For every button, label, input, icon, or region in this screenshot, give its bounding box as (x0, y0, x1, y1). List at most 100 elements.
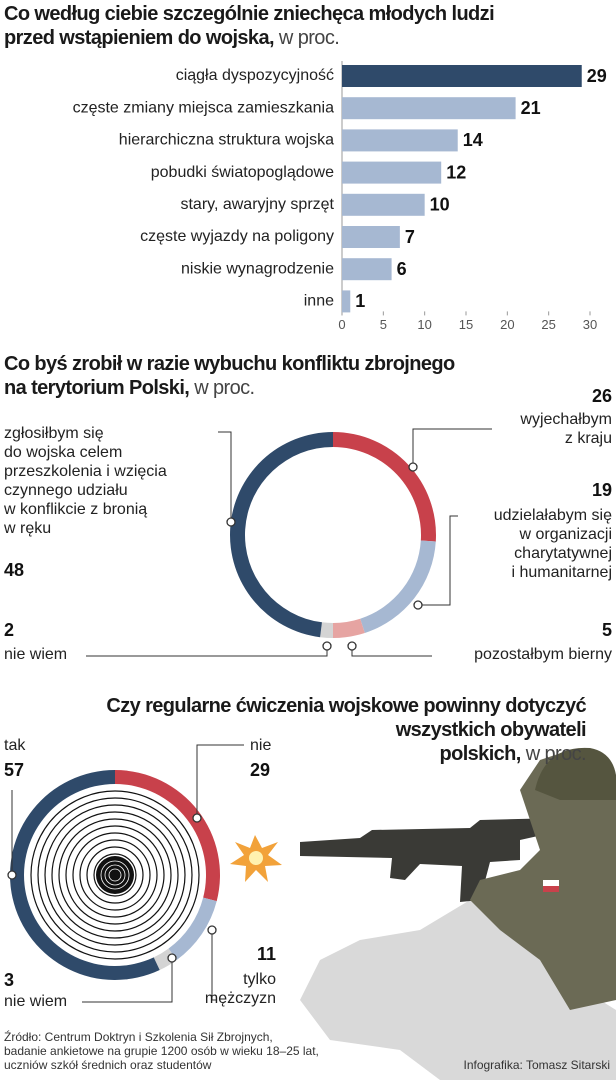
category-label: zgłosiłbym się do wojska celem przeszkol… (4, 425, 167, 537)
leader-dot (347, 641, 357, 651)
value-label: 29 (250, 760, 271, 780)
target-ring (93, 853, 137, 897)
title-block: Co byś zrobił w razie wybuchu konfliktu … (4, 352, 612, 400)
leader-line (412, 428, 492, 467)
category-label: stary, awaryjny sprzęt (180, 196, 334, 213)
category-label: częste zmiany miejsca zamieszkania (73, 99, 335, 116)
value-label: 1 (355, 291, 365, 311)
title-block: Czy regularne ćwiczenia wojskowe powinny… (26, 694, 586, 766)
leader-line (196, 744, 244, 818)
x-tick-label: 5 (380, 317, 387, 332)
category-label: pobudki światopoglądowe (151, 164, 334, 181)
unit: w proc. (194, 377, 255, 399)
helmet (535, 747, 616, 800)
leader-dot (413, 600, 423, 610)
category-label: nie wiem (4, 646, 68, 663)
category-label: inne (304, 293, 334, 310)
unit: w proc. (278, 27, 340, 49)
x-tick-label: 15 (459, 317, 473, 332)
target-ring (30, 790, 200, 960)
target-ring (37, 797, 193, 953)
flag-patch (543, 880, 559, 886)
value-label: 11 (256, 944, 276, 964)
bar (342, 258, 392, 281)
value-label: 5 (601, 620, 612, 640)
donut-segment (115, 770, 220, 902)
value-label: 14 (463, 130, 483, 150)
leader-dot (7, 870, 17, 880)
leader-line (82, 958, 173, 1003)
chart-title: Co byś zrobił w razie wybuchu konfliktu … (4, 353, 455, 399)
leader-line (86, 646, 328, 657)
x-tick-label: 10 (417, 317, 431, 332)
leader-dot (207, 925, 217, 935)
donut-segment (360, 540, 436, 633)
donut-segment (168, 897, 217, 960)
category-label: niskie wynagrodzenie (181, 260, 334, 277)
category-label: udzielałabym się w organizacji charytaty… (493, 507, 612, 581)
x-tick-label: 0 (338, 317, 345, 332)
leader-dot (322, 641, 332, 651)
donut-segment (333, 618, 365, 638)
value-label: 2 (4, 620, 15, 640)
leader-line (351, 646, 432, 657)
bar (342, 161, 442, 184)
category-label: częste wyjazdy na poligony (140, 228, 334, 245)
bar (342, 226, 400, 248)
leader-dot (226, 517, 236, 527)
unit: w proc. (525, 743, 587, 765)
x-tick-label: 20 (500, 317, 514, 332)
value-label: 12 (446, 162, 466, 182)
category-label: tak (4, 737, 26, 754)
source: Źródło: Centrum Doktryn i Szkolenia Sił … (4, 1030, 319, 1072)
x-tick-label: 30 (583, 317, 597, 332)
target-ring (100, 860, 130, 890)
flag-patch (543, 886, 559, 892)
leader-dot (192, 813, 202, 823)
target-ring (79, 839, 151, 911)
chart-title: Co według ciebie szczególnie zniechęca m… (4, 3, 495, 49)
category-label: hierarchiczna struktura wojska (119, 132, 334, 149)
muzzle-flash-core (249, 851, 263, 865)
category-label: nie wiem (4, 993, 68, 1010)
rifle (300, 818, 565, 902)
target-ring (72, 832, 158, 918)
value-label: 7 (405, 227, 415, 247)
donut-segment (230, 432, 333, 638)
category-label: ciągła dyspozycyjność (176, 67, 334, 84)
value-label: 57 (4, 760, 25, 780)
target-ring (51, 811, 179, 939)
leader-line (418, 515, 458, 606)
leader-dot (408, 462, 418, 472)
target-ring (44, 804, 186, 946)
leader-line (211, 930, 216, 1001)
value-label: 3 (4, 970, 15, 990)
bar (342, 97, 516, 120)
category-label: pozostałbym bierny (474, 646, 612, 663)
chart-title: Czy regularne ćwiczenia wojskowe powinny… (106, 695, 586, 765)
value-label: 19 (591, 480, 612, 500)
leader-dot (167, 953, 177, 963)
donut-segment (320, 622, 333, 638)
value-label: 6 (397, 259, 407, 279)
title-block: Co według ciebie szczególnie zniechęca m… (4, 2, 612, 50)
target-ring (86, 846, 144, 904)
credit: Infografika: Tomasz Sitarski (463, 1058, 610, 1072)
target-ring (104, 864, 126, 886)
leader-line (218, 431, 232, 522)
value-label: 26 (591, 386, 612, 406)
target-ring (65, 825, 165, 925)
bar (342, 65, 582, 87)
category-label: wyjechałbym z kraju (520, 411, 612, 447)
target-bull (96, 856, 134, 894)
value-label: 21 (521, 98, 541, 118)
value-label: 48 (4, 560, 25, 580)
bar (342, 193, 425, 216)
target-ring (108, 868, 122, 882)
value-label: 29 (587, 66, 607, 86)
value-label: 10 (430, 195, 450, 215)
category-label: nie (250, 737, 272, 754)
target-ring (58, 818, 172, 932)
